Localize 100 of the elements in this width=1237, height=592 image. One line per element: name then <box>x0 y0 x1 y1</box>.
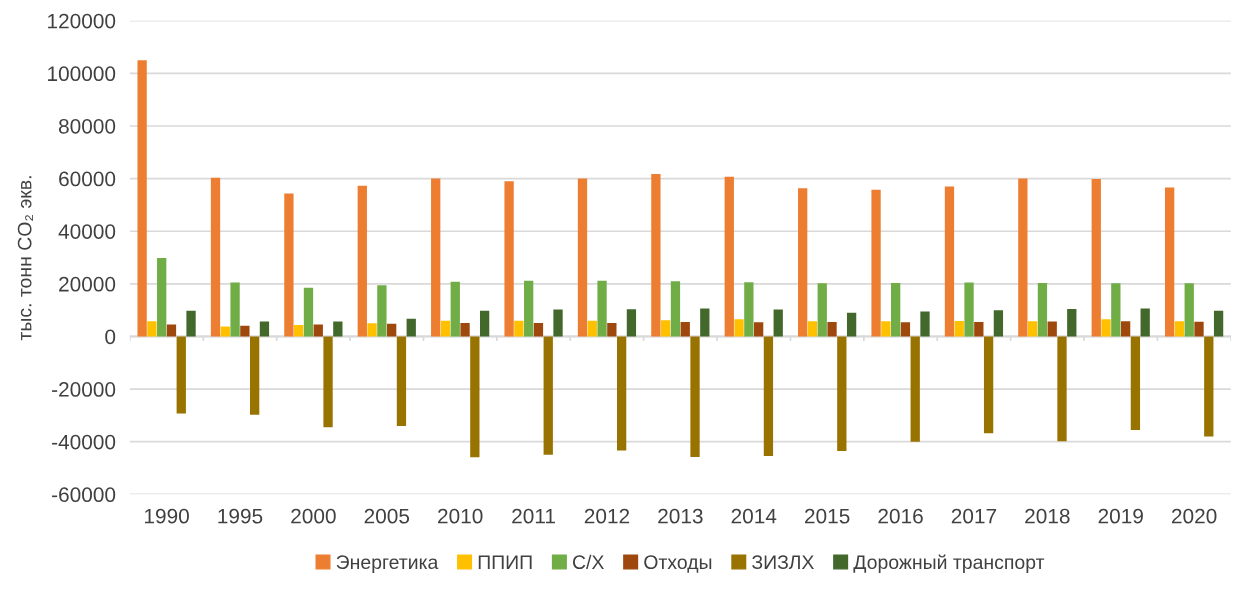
x-tick-label: 2016 <box>878 508 923 524</box>
bar <box>871 189 881 337</box>
bar <box>357 185 367 337</box>
bar <box>690 336 700 457</box>
bar <box>1028 321 1038 337</box>
x-tick-label: 2018 <box>1025 508 1070 524</box>
bar <box>220 326 230 337</box>
legend-label: Отходы <box>644 555 712 573</box>
x-tick-label: 2000 <box>291 508 336 524</box>
bar <box>763 336 774 456</box>
bar <box>1091 179 1101 337</box>
bar <box>514 320 524 337</box>
bar <box>1140 308 1150 337</box>
bar <box>587 320 597 337</box>
bar <box>661 320 671 337</box>
bar <box>1067 309 1077 337</box>
bar <box>807 321 818 337</box>
bar <box>396 336 407 426</box>
y-tick-label: 120000 <box>48 13 116 29</box>
bar <box>406 318 416 337</box>
bar <box>137 60 147 337</box>
bar <box>157 258 167 337</box>
x-tick-label: 2013 <box>658 508 703 524</box>
bar <box>230 282 240 337</box>
bar <box>176 336 186 414</box>
bar <box>533 323 544 337</box>
bar <box>431 178 441 337</box>
bar <box>651 174 661 337</box>
bar <box>616 336 627 451</box>
bar <box>753 322 764 337</box>
bar <box>1213 310 1224 337</box>
bar <box>1174 321 1185 337</box>
bar <box>240 325 250 337</box>
bar <box>186 310 196 337</box>
legend-label: ЗИЗЛХ <box>752 555 814 570</box>
bar <box>1120 321 1131 337</box>
y-tick-label: -40000 <box>52 434 116 450</box>
bar <box>250 336 260 415</box>
x-tick-label: 2015 <box>805 508 850 524</box>
x-tick-label: 2019 <box>1098 508 1143 524</box>
bar <box>1047 321 1057 337</box>
bar <box>827 321 837 337</box>
bar <box>983 336 994 434</box>
bar <box>313 324 323 337</box>
x-tick-label: 1990 <box>145 508 189 524</box>
x-tick-label: 1995 <box>218 508 263 524</box>
y-tick-label: -20000 <box>52 382 116 397</box>
bar <box>1018 178 1028 337</box>
bar <box>607 323 617 337</box>
bar <box>333 321 343 337</box>
legend-label: Энергетика <box>336 555 439 573</box>
legend-label: С/Х <box>572 554 605 570</box>
bar <box>1057 336 1067 442</box>
bar <box>387 323 397 337</box>
bar <box>944 186 955 337</box>
bar <box>974 321 984 337</box>
bar <box>910 336 920 442</box>
y-tick-label: 0 <box>105 329 116 345</box>
y-tick-label: 100000 <box>48 66 116 82</box>
bar <box>303 287 314 337</box>
bar <box>1037 283 1048 337</box>
bar <box>284 193 294 337</box>
x-tick-label: 2011 <box>512 508 555 524</box>
bar <box>798 188 808 337</box>
bar <box>210 177 221 337</box>
bar <box>294 324 304 337</box>
bar <box>670 281 681 337</box>
legend-label: ППИП <box>478 555 532 569</box>
bar <box>890 283 901 337</box>
bar <box>680 321 690 337</box>
x-tick-label: 2012 <box>584 508 630 524</box>
bar <box>597 280 607 337</box>
y-tick-label: 80000 <box>58 118 116 134</box>
bar <box>1204 336 1214 437</box>
bar <box>440 320 451 337</box>
bar <box>817 283 827 337</box>
bar <box>773 309 783 337</box>
y-tick-label: 60000 <box>59 171 116 187</box>
bar <box>900 322 911 337</box>
bar <box>524 280 534 337</box>
bar <box>1111 283 1121 337</box>
bar <box>626 309 637 337</box>
bar <box>147 321 157 337</box>
bar <box>837 336 847 451</box>
x-tick-label: 2014 <box>731 508 777 524</box>
bar <box>993 310 1004 337</box>
bar <box>1194 321 1204 337</box>
bar <box>470 336 480 458</box>
legend-label: Дорожный транспорт <box>853 554 1045 573</box>
bar <box>259 321 270 337</box>
bar <box>881 321 891 337</box>
bar <box>920 311 930 337</box>
y-tick-label: -60000 <box>52 487 116 503</box>
bar <box>504 181 514 337</box>
y-tick-label: 20000 <box>59 276 116 292</box>
y-axis-title: тыс. тонн CO₂ экв. <box>17 176 33 341</box>
bar <box>954 320 964 337</box>
bar <box>724 176 734 337</box>
x-tick-label: 2005 <box>364 508 410 524</box>
bar <box>744 282 754 337</box>
